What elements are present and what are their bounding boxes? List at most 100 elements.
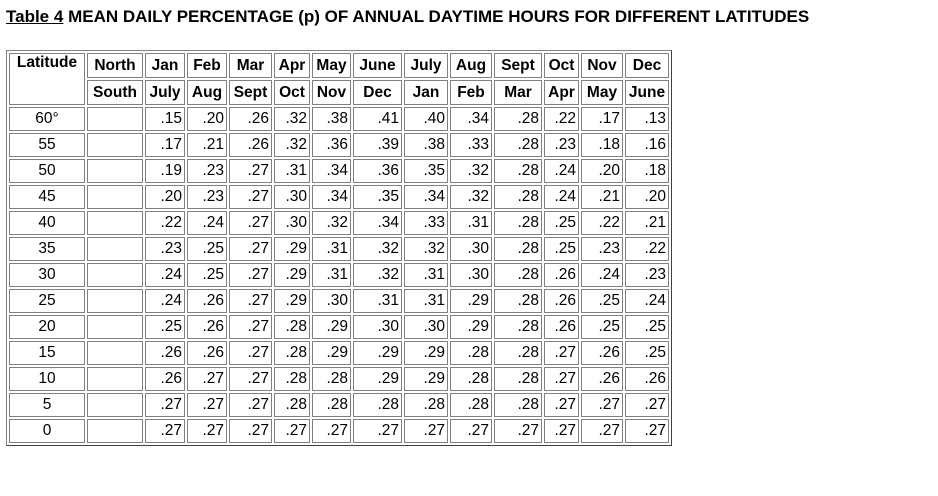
table-row: 25.24.26.27.29.30.31.31.29.28.26.25.24 (9, 289, 669, 313)
latitude-header: Latitude (9, 53, 85, 105)
south-month-header: July (145, 80, 185, 105)
percentage-cell: .27 (229, 419, 272, 443)
north-month-header: Mar (229, 53, 272, 78)
percentage-cell: .30 (450, 263, 492, 287)
south-month-header: June (625, 80, 669, 105)
percentage-cell: .26 (229, 107, 272, 131)
latitude-cell: 15 (9, 341, 85, 365)
percentage-cell: .29 (312, 315, 351, 339)
percentage-cell: .21 (187, 133, 227, 157)
percentage-cell: .24 (625, 289, 669, 313)
percentage-cell: .32 (450, 159, 492, 183)
percentage-cell: .29 (404, 341, 448, 365)
table-row: 20.25.26.27.28.29.30.30.29.28.26.25.25 (9, 315, 669, 339)
percentage-cell: .30 (274, 185, 310, 209)
north-header: North (87, 53, 143, 78)
latitude-cell: 0 (9, 419, 85, 443)
percentage-cell: .18 (581, 133, 623, 157)
percentage-cell: .28 (312, 367, 351, 391)
percentage-cell: .27 (494, 419, 542, 443)
percentage-cell: .20 (145, 185, 185, 209)
percentage-cell: .29 (274, 237, 310, 261)
percentage-cell: .27 (544, 419, 579, 443)
percentage-cell: .27 (450, 419, 492, 443)
table-title-text: MEAN DAILY PERCENTAGE (p) OF ANNUAL DAYT… (68, 7, 810, 26)
empty-cell (87, 237, 143, 261)
percentage-cell: .36 (353, 159, 402, 183)
percentage-cell: .34 (312, 185, 351, 209)
empty-cell (87, 211, 143, 235)
table-row: 40.22.24.27.30.32.34.33.31.28.25.22.21 (9, 211, 669, 235)
percentage-cell: .27 (544, 393, 579, 417)
percentage-cell: .27 (353, 419, 402, 443)
percentage-cell: .24 (544, 185, 579, 209)
empty-cell (87, 289, 143, 313)
table-row: 35.23.25.27.29.31.32.32.30.28.25.23.22 (9, 237, 669, 261)
percentage-cell: .34 (353, 211, 402, 235)
percentage-cell: .26 (187, 341, 227, 365)
percentage-cell: .26 (544, 263, 579, 287)
percentage-cell: .28 (450, 341, 492, 365)
percentage-cell: .19 (145, 159, 185, 183)
percentage-cell: .20 (187, 107, 227, 131)
percentage-cell: .29 (404, 367, 448, 391)
south-month-header: Apr (544, 80, 579, 105)
percentage-cell: .32 (353, 237, 402, 261)
latitude-cell: 55 (9, 133, 85, 157)
table-row: 0.27.27.27.27.27.27.27.27.27.27.27.27 (9, 419, 669, 443)
north-month-header: July (404, 53, 448, 78)
empty-cell (87, 185, 143, 209)
percentage-cell: .26 (544, 315, 579, 339)
south-month-header: Oct (274, 80, 310, 105)
percentage-cell: .40 (404, 107, 448, 131)
percentage-cell: .41 (353, 107, 402, 131)
percentage-cell: .20 (625, 185, 669, 209)
percentage-cell: .31 (353, 289, 402, 313)
percentage-cell: .24 (145, 263, 185, 287)
percentage-cell: .15 (145, 107, 185, 131)
table-row: 30.24.25.27.29.31.32.31.30.28.26.24.23 (9, 263, 669, 287)
north-month-header: Oct (544, 53, 579, 78)
percentage-cell: .27 (544, 341, 579, 365)
percentage-cell: .27 (229, 367, 272, 391)
header-row-north: Latitude North Jan Feb Mar Apr May June July Au… (9, 53, 669, 105)
percentage-cell: .27 (625, 419, 669, 443)
percentage-cell: .20 (581, 159, 623, 183)
percentage-cell: .25 (581, 289, 623, 313)
table-row: 5.27.27.27.28.28.28.28.28.28.27.27.27 (9, 393, 669, 417)
table-row: 60° .15.20.26.32.38.41.40.34.28.22.17.13 (9, 107, 669, 131)
percentage-cell: .24 (581, 263, 623, 287)
percentage-cell: .34 (404, 185, 448, 209)
percentage-cell: .23 (145, 237, 185, 261)
percentage-cell: .29 (312, 341, 351, 365)
latitude-cell: 35 (9, 237, 85, 261)
empty-cell (87, 107, 143, 131)
north-month-header: June (353, 53, 402, 78)
south-month-header: Aug (187, 80, 227, 105)
percentage-cell: .18 (625, 159, 669, 183)
percentage-cell: .27 (229, 341, 272, 365)
south-month-header: Mar (494, 80, 542, 105)
percentage-cell: .26 (187, 315, 227, 339)
percentage-cell: .26 (229, 133, 272, 157)
percentage-cell: .24 (544, 159, 579, 183)
percentage-cell: .23 (581, 237, 623, 261)
south-month-header: Sept (229, 80, 272, 105)
percentage-cell: .28 (274, 393, 310, 417)
percentage-cell: .25 (544, 211, 579, 235)
table-row: 55 .17.21.26.32.36.39.38.33.28.23.18.16 (9, 133, 669, 157)
percentage-cell: .27 (187, 419, 227, 443)
percentage-cell: .29 (274, 289, 310, 313)
percentage-cell: .27 (581, 393, 623, 417)
percentage-cell: .38 (404, 133, 448, 157)
percentage-cell: .23 (187, 159, 227, 183)
percentage-cell: .35 (353, 185, 402, 209)
percentage-cell: .26 (581, 341, 623, 365)
south-month-header: Jan (404, 80, 448, 105)
percentage-cell: .27 (229, 263, 272, 287)
empty-cell (87, 133, 143, 157)
percentage-cell: .28 (450, 393, 492, 417)
percentage-cell: .29 (274, 263, 310, 287)
empty-cell (87, 419, 143, 443)
percentage-cell: .31 (450, 211, 492, 235)
